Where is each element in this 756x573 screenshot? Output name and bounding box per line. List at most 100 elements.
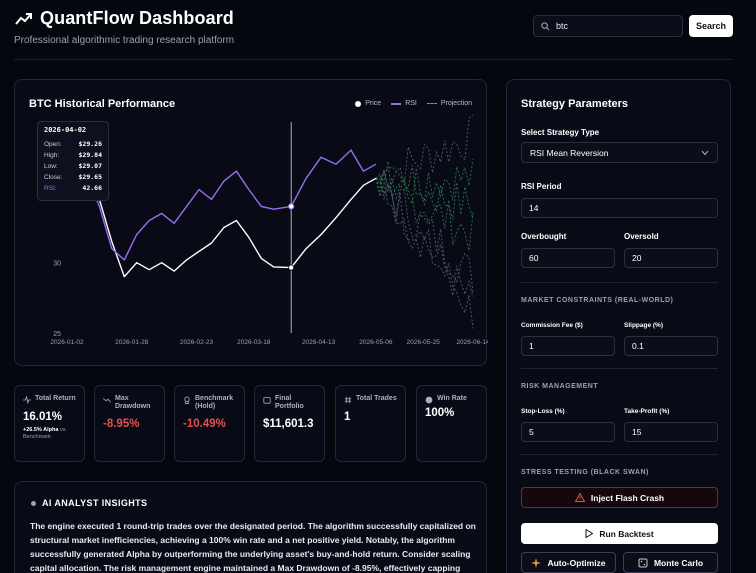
x-tick-label: 2026-04-13 [302, 339, 336, 346]
projection-line [375, 114, 474, 192]
overbought-input[interactable]: 60 [521, 248, 615, 268]
app-title: QuantFlow Dashboard [40, 8, 234, 28]
chart-tooltip: 2026-04-02 Open: $29.26 High: $29.84 Low: $… [37, 121, 109, 201]
commission-label: Commission Fee ($) [521, 322, 583, 329]
stoploss-label: Stop-Loss (%) [521, 408, 565, 415]
tooltip-value: $29.84 [78, 151, 102, 159]
insights-title-text: AI ANALYST INSIGHTS [42, 498, 148, 508]
stress-testing-heading: STRESS TESTING (BLACK SWAN) [521, 469, 649, 476]
market-constraints-heading: MARKET CONSTRAINTS (REAL-WORLD) [521, 297, 674, 304]
chart-title: BTC Historical Performance [29, 98, 176, 110]
stoploss-input[interactable]: 5 [521, 422, 615, 442]
divider [521, 454, 718, 455]
kpi-note-text: vs. Benchmark [23, 427, 67, 440]
kpi-label: Total Trades [356, 395, 397, 402]
tooltip-label: High: [44, 152, 60, 159]
legend-price-label: Price [365, 100, 382, 107]
y-tick-label: 30 [53, 261, 61, 268]
kpi-label: Final Portfolio [275, 395, 304, 410]
wallet-icon [263, 397, 271, 404]
kpi-value: -10.49% [183, 418, 226, 430]
price-marker [288, 264, 295, 271]
tooltip-row-rsi: RSI: 42.66 [44, 183, 102, 194]
app-subtitle: Professional algorithmic trading researc… [14, 35, 235, 46]
legend-projection: Projection [426, 100, 472, 107]
slippage-input[interactable]: 0.1 [624, 336, 718, 356]
kpi-win-rate: Win Rate 100% [416, 385, 487, 462]
legend-price: Price [355, 100, 381, 107]
price-chart[interactable]: 2530352026-01-022026-01-282026-02-232026… [15, 80, 488, 367]
inject-flash-crash-button[interactable]: Inject Flash Crash [521, 487, 718, 508]
chevron-down-icon [701, 150, 709, 155]
legend-rsi-swatch [391, 102, 402, 105]
strategy-type-select[interactable]: RSI Mean Reversion [521, 142, 718, 163]
legend-rsi-label: RSI [405, 100, 417, 107]
x-tick-label: 2026-05-06 [359, 339, 393, 346]
legend-projection-swatch [426, 103, 437, 104]
tooltip-date: 2026-04-02 [44, 126, 87, 134]
award-icon [184, 396, 190, 404]
divider [521, 368, 718, 369]
auto-optimize-button[interactable]: Auto-Optimize [521, 552, 616, 573]
monte-carlo-button[interactable]: Monte Carlo [623, 552, 718, 573]
rsi-period-label: RSI Period [521, 182, 562, 191]
divider [521, 282, 718, 283]
kpi-total-trades: Total Trades 1 [335, 385, 406, 462]
strategy-panel: Strategy Parameters Select Strategy Type… [506, 79, 731, 573]
search-box[interactable] [533, 15, 683, 37]
search-icon [541, 21, 550, 30]
kpi-value: 1 [344, 411, 351, 423]
kpi-label: Benchmark (Hold) [195, 395, 234, 410]
chart-legend: Price RSI Projection [355, 100, 472, 107]
tooltip-value: $29.07 [78, 162, 102, 170]
monte-carlo-label: Monte Carlo [653, 557, 704, 568]
strategy-type-value: RSI Mean Reversion [530, 147, 609, 158]
header-divider [14, 59, 732, 60]
projection-line [375, 177, 474, 329]
logo-row: QuantFlow Dashboard [14, 8, 742, 29]
oversold-input[interactable]: 20 [624, 248, 718, 268]
tooltip-label: Close: [44, 174, 63, 181]
run-backtest-button[interactable]: Run Backtest [521, 523, 718, 544]
commission-input[interactable]: 1 [521, 336, 615, 356]
run-backtest-label: Run Backtest [599, 528, 654, 539]
x-tick-label: 2026-03-18 [237, 339, 271, 346]
kpi-max-drawdown: Max Drawdown -8.95% [94, 385, 165, 462]
kpi-value: 16.01% [23, 411, 63, 423]
search-button[interactable]: Search [689, 15, 733, 37]
tooltip-row-high: High: $29.84 [44, 150, 102, 161]
tooltip-label: RSI: [44, 185, 57, 192]
insights-body: The engine executed 1 round-trip trades … [30, 521, 476, 573]
risk-management-heading: RISK MANAGEMENT [521, 383, 599, 390]
price-line [74, 142, 377, 278]
rsi-marker [288, 203, 295, 210]
overbought-label: Overbought [521, 232, 567, 241]
legend-rsi: RSI [391, 100, 417, 107]
x-tick-label: 2026-02-23 [180, 339, 214, 346]
projection-line [375, 161, 474, 220]
trending-up-icon [15, 12, 32, 25]
y-tick-label: 25 [53, 331, 61, 338]
kpi-label: Max Drawdown [115, 395, 151, 410]
ai-insights-panel: AI ANALYST INSIGHTS The engine executed … [14, 481, 487, 573]
dice-icon [638, 558, 648, 567]
takeprofit-label: Take-Profit (%) [624, 408, 670, 415]
tooltip-value: 42.66 [82, 184, 102, 192]
takeprofit-input[interactable]: 15 [624, 422, 718, 442]
trending-down-icon [103, 398, 111, 403]
chart-panel: 2530352026-01-022026-01-282026-02-232026… [14, 79, 488, 367]
tooltip-value: $29.65 [78, 173, 102, 181]
sparkle-icon [31, 500, 36, 506]
strategy-type-label: Select Strategy Type [521, 128, 600, 137]
legend-projection-label: Projection [440, 100, 472, 107]
search-input[interactable] [556, 21, 666, 31]
slippage-label: Slippage (%) [624, 322, 664, 329]
sparkles-icon [531, 557, 542, 568]
rsi-period-input[interactable]: 14 [521, 198, 718, 218]
tooltip-label: Open: [44, 141, 62, 148]
header: QuantFlow Dashboard Professional algorit… [14, 8, 742, 56]
target-icon [425, 396, 433, 404]
kpi-note: +26.5% Alpha vs. Benchmark [23, 427, 76, 441]
projection-line [375, 167, 474, 293]
kpi-total-return: Total Return 16.01% +26.5% Alpha vs. Ben… [14, 385, 85, 462]
